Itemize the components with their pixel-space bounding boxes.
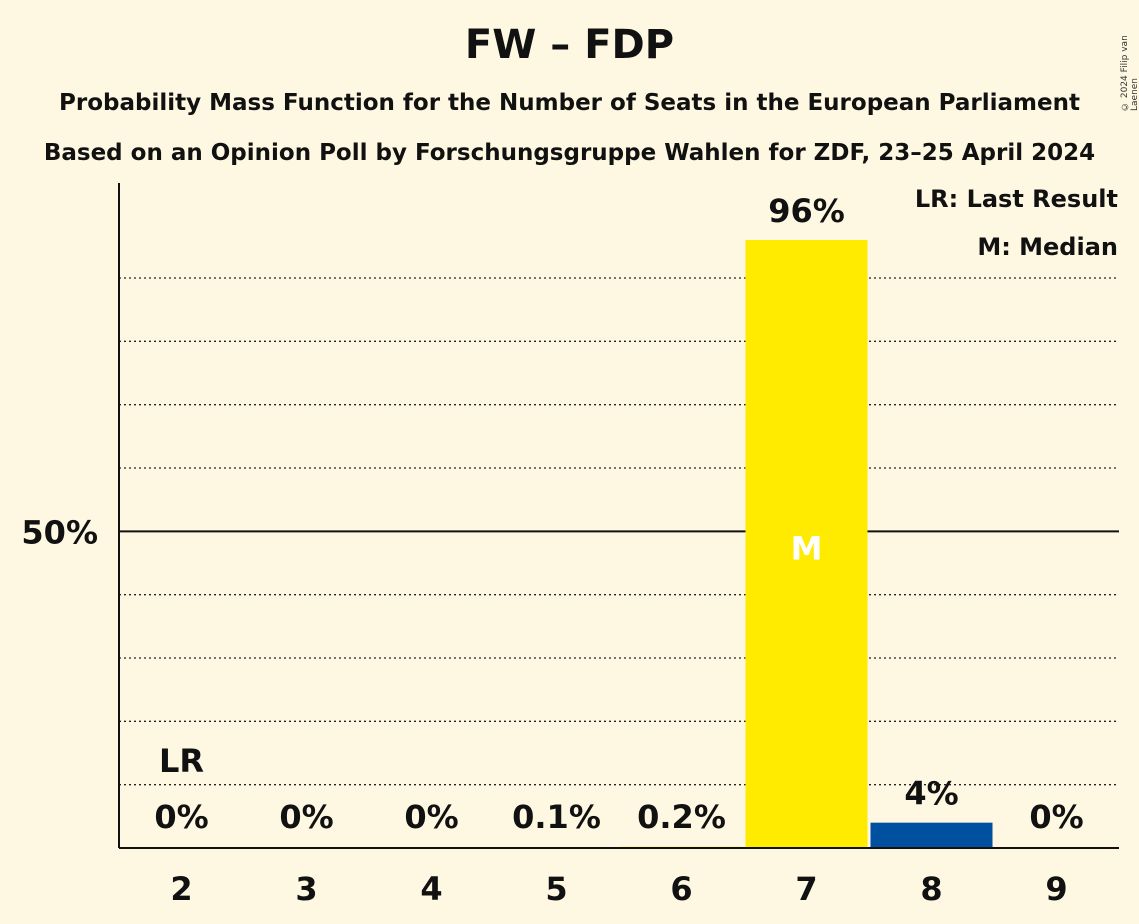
x-tick-label-5: 5 [545, 870, 567, 908]
value-label-6: 0.2% [637, 798, 726, 836]
chart-subtitle: Probability Mass Function for the Number… [59, 90, 1080, 116]
x-tick-label-3: 3 [295, 870, 317, 908]
chart-subtitle-source: Based on an Opinion Poll by Forschungsgr… [43, 140, 1096, 166]
x-tick-label-7: 7 [795, 870, 817, 908]
value-label-3: 0% [279, 798, 333, 836]
labels: 50% 0% 2 LR 0% 3 0% 4 0.1% 5 0.2% 6 96% 7 M 4% 8 0% 9 [21, 192, 1083, 908]
value-label-4: 0% [404, 798, 458, 836]
axes [118, 183, 1119, 849]
y-tick-label: 50% [21, 513, 98, 551]
x-tick-label-9: 9 [1045, 870, 1067, 908]
legend-median: M: Median [977, 233, 1118, 261]
bars [495, 240, 993, 848]
x-tick-label-8: 8 [920, 870, 942, 908]
bar-7 [745, 240, 868, 848]
last-result-marker: LR [159, 742, 204, 780]
chart-title: FW – FDP [464, 22, 675, 68]
median-marker: M [791, 529, 823, 567]
x-tick-label-6: 6 [670, 870, 692, 908]
bar-8 [870, 822, 993, 848]
value-label-9: 0% [1029, 798, 1083, 836]
value-label-7: 96% [768, 192, 845, 230]
x-tick-label-4: 4 [420, 870, 442, 908]
gridlines [119, 277, 1119, 786]
value-label-5: 0.1% [512, 798, 601, 836]
value-label-8: 4% [904, 775, 958, 813]
value-label-2: 0% [154, 798, 208, 836]
x-tick-label-2: 2 [170, 870, 192, 908]
legend-last-result: LR: Last Result [914, 185, 1118, 213]
